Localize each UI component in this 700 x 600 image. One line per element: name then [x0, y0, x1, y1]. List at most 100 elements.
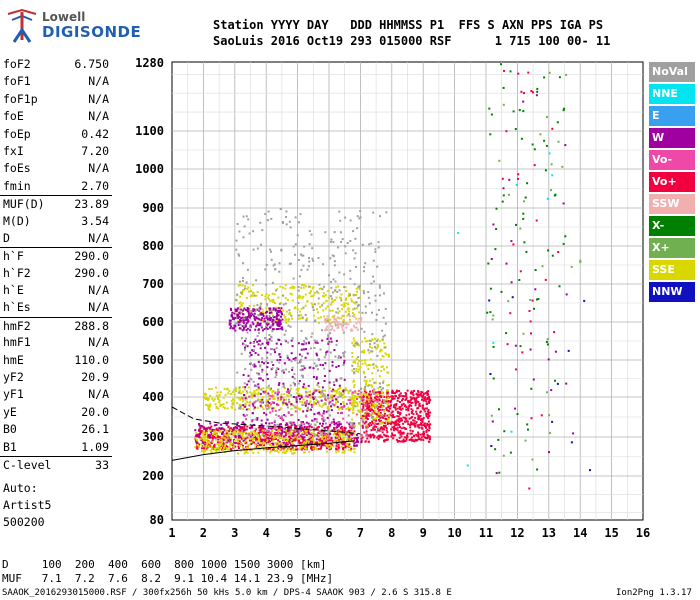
echo-point — [345, 323, 348, 326]
x-tick-label: 13 — [542, 526, 556, 540]
echo-point — [344, 427, 347, 430]
echo-point — [414, 401, 417, 404]
echo-point — [554, 379, 556, 382]
echo-point — [394, 408, 397, 411]
echo-point — [505, 332, 508, 335]
echo-point — [351, 395, 354, 398]
param-name: foEs — [3, 161, 31, 176]
echo-point — [333, 384, 336, 386]
echo-point — [312, 309, 315, 311]
echo-point — [333, 320, 336, 323]
legend-item: SSE — [649, 260, 695, 280]
echo-point — [284, 402, 287, 405]
echo-point — [546, 338, 549, 341]
echo-point — [358, 410, 361, 413]
echo-point — [328, 369, 331, 372]
echo-point — [244, 439, 247, 442]
echo-point — [303, 430, 306, 433]
echo-point — [371, 401, 374, 404]
echo-point — [263, 447, 266, 450]
echo-point — [279, 448, 282, 451]
echo-point — [354, 390, 357, 393]
echo-point — [249, 295, 252, 298]
echo-point — [342, 319, 345, 321]
echo-point — [227, 392, 230, 395]
echo-point — [321, 418, 324, 420]
x-tick-label: 12 — [510, 526, 524, 540]
echo-point — [304, 314, 307, 316]
echo-point — [409, 396, 412, 399]
echo-point — [372, 409, 375, 412]
echo-point — [335, 433, 338, 436]
echo-point — [356, 403, 359, 406]
echo-point — [387, 397, 390, 400]
echo-point — [253, 317, 256, 320]
echo-point — [302, 398, 305, 401]
echo-point — [284, 339, 287, 342]
echo-point — [267, 407, 270, 410]
echo-point — [295, 388, 298, 391]
echo-point — [310, 347, 312, 350]
echo-point — [300, 329, 303, 332]
echo-point — [337, 422, 339, 424]
echo-point — [381, 406, 384, 408]
echo-point — [344, 252, 347, 255]
echo-point — [354, 401, 356, 404]
echo-point — [284, 287, 287, 290]
echo-point — [236, 293, 239, 296]
echo-point — [322, 302, 325, 305]
echo-point — [302, 295, 305, 298]
echo-point — [280, 393, 283, 396]
echo-point — [298, 408, 301, 411]
x-tick-label: 6 — [325, 526, 332, 540]
echo-point — [257, 431, 260, 434]
echo-point — [369, 408, 372, 411]
echo-point — [410, 408, 413, 411]
param-value: N/A — [88, 335, 109, 350]
echo-point — [205, 435, 208, 438]
echo-point — [322, 263, 325, 266]
echo-point — [348, 315, 351, 318]
echo-point — [328, 381, 331, 384]
echo-point — [313, 291, 316, 294]
echo-point — [213, 448, 216, 451]
echo-point — [335, 398, 338, 401]
echo-point — [294, 406, 297, 409]
echo-point — [231, 402, 234, 405]
echo-point — [261, 430, 264, 433]
echo-point — [301, 254, 303, 257]
echo-point — [252, 292, 255, 295]
echo-point — [303, 383, 305, 386]
echo-point — [259, 425, 261, 428]
echo-point — [309, 396, 312, 399]
echo-point — [412, 396, 415, 399]
echo-point — [319, 306, 322, 308]
echo-point — [274, 376, 277, 379]
echo-point — [387, 384, 390, 386]
echo-point — [349, 277, 352, 280]
muf-distance-table-header: D 100 200 400 600 800 1000 1500 3000 [km… — [2, 558, 327, 571]
echo-point — [341, 326, 344, 329]
echo-point — [312, 294, 315, 297]
echo-point — [265, 408, 268, 410]
echo-point — [548, 414, 551, 417]
echo-point — [314, 433, 317, 436]
echo-point — [323, 441, 325, 444]
echo-point — [313, 418, 316, 421]
echo-point — [290, 394, 293, 397]
echo-point — [302, 365, 305, 368]
echo-point — [261, 368, 264, 371]
echo-point — [312, 286, 315, 289]
echo-point — [235, 239, 238, 242]
echo-point — [329, 324, 332, 327]
echo-point — [220, 443, 223, 446]
echo-point — [237, 436, 240, 439]
echo-point — [251, 420, 253, 423]
echo-point — [326, 315, 329, 318]
echo-point — [346, 314, 349, 317]
echo-point — [376, 345, 379, 348]
echo-point — [363, 422, 366, 425]
echo-point — [238, 312, 241, 315]
echo-point — [264, 392, 267, 395]
echo-point — [252, 408, 255, 411]
